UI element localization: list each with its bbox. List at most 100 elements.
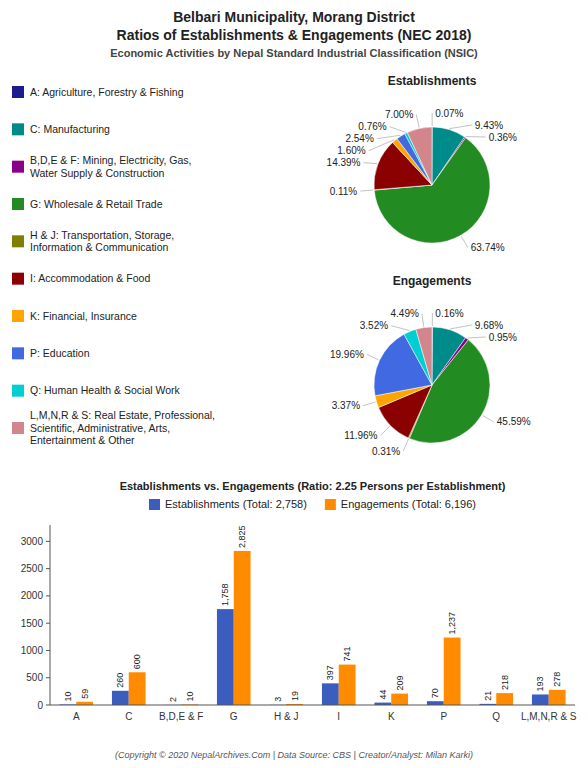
data-label: 9.43% [475,120,503,131]
data-label: 2.54% [345,133,373,144]
x-tick-label: B,D,E & F [159,711,203,722]
data-label: 1,758 [221,584,231,607]
data-label: 7.00% [385,109,413,120]
leader-line [466,136,486,137]
data-label: 1,237 [447,612,457,635]
leader-line [468,337,486,339]
pie-title: Engagements [393,274,472,288]
leader-line [416,115,419,128]
bar [129,672,146,705]
data-label: 14.39% [327,157,361,168]
leader-line [360,190,373,191]
data-label: 0.95% [489,332,517,343]
legend-entry: I: Accommodation & Food [30,272,150,284]
legend-swatch [12,385,24,397]
leader-line [461,236,467,247]
legend-entry-line: K: Financial, Insurance [30,310,137,322]
leader-line [367,354,379,360]
data-labels: 1026021,758339744702119359600102,8251974… [63,525,562,702]
pie-slice [416,327,432,385]
data-label: 59 [80,689,90,699]
bar [496,693,513,705]
bar [532,694,549,705]
data-label: 10 [63,691,73,701]
legend-swatch [12,123,24,135]
data-label: 0.31% [372,446,400,457]
data-label: 10 [185,691,195,701]
y-tick-label: 1500 [21,618,44,629]
y-tick [46,568,50,569]
leader-line [369,140,394,151]
legend-swatch [12,235,24,247]
y-tick-label: 2500 [21,563,44,574]
data-label: 278 [552,672,562,687]
legend-swatch [12,310,24,322]
bars [59,551,565,705]
x-tick-label: K [388,711,395,722]
data-label: 0.07% [435,108,463,119]
legend-entry-line: H & J: Transportation, Storage, [30,229,174,241]
leader-line [381,426,390,435]
legend-swatch [12,273,24,285]
leader-line [432,113,433,126]
bar [112,691,129,705]
data-label: 0.11% [330,186,358,197]
legend-swatch [12,347,24,359]
bar [217,609,234,705]
leader-line [363,402,375,406]
y-tick-label: 1000 [21,645,44,656]
pie: Establishments0.07%9.43%0.36%63.74%7.00%… [327,74,518,253]
bar [234,551,251,705]
legend-entry-line: G: Wholesale & Retail Trade [30,198,163,210]
legend-entry: B,D,E & F: Mining, Electricity, Gas,Wate… [30,154,191,179]
y-tick-label: 0 [37,700,43,711]
legend-entry-line: Information & Communication [30,241,168,253]
data-label: 397 [326,665,336,680]
legend-entry-line: Entertainment & Other [30,434,135,446]
bar-title: Establishments vs. Engagements (Ratio: 2… [120,480,506,492]
bar [444,638,461,705]
data-label: 19 [290,691,300,701]
x-axis [50,705,575,706]
legend-entry: A: Agriculture, Forestry & Fishing [30,86,184,98]
y-tick-label: 3000 [21,536,44,547]
pie-slice [407,127,432,185]
data-label: 0.16% [435,308,463,319]
leader-line [403,439,408,451]
data-label: 3.37% [332,400,360,411]
leader-line [483,415,494,422]
legend-swatch [149,499,160,510]
x-tick-label: H & J [274,711,298,722]
bar [549,690,566,705]
y-tick [46,677,50,678]
legend-entry: Establishments (Total: 2,758) [165,498,307,510]
legend-entry-line: L,M,N,R & S: Real Estate, Professional, [30,409,215,421]
legend-entry: L,M,N,R & S: Real Estate, Professional,S… [30,409,215,446]
y-tick [46,650,50,651]
leader-line [422,314,424,327]
leader-line [391,326,409,331]
legend-swatch [12,86,24,98]
data-label: 3 [273,697,283,702]
data-label: 63.74% [471,242,505,253]
x-tick-label: A [73,711,80,722]
data-label: 2 [168,697,178,702]
legend-swatch [12,198,24,210]
legend-entry-line: Scientific, Administrative, Arts, [30,422,170,434]
y-tick [46,705,50,706]
y-tick [46,541,50,542]
legend-entry-line: P: Education [30,347,90,359]
data-label: 193 [536,676,546,691]
background [0,0,588,768]
data-label: 218 [500,675,510,690]
y-tick [46,595,50,596]
pie: Engagements0.16%9.68%0.95%45.59%4.49%3.5… [330,274,531,457]
legend-entry-line: Q: Human Health & Social Work [30,384,181,396]
y-tick-label: 2000 [21,590,44,601]
legend-entry: G: Wholesale & Retail Trade [30,198,163,210]
x-tick-label: Q [492,711,500,722]
leader-line [364,162,377,164]
legend-entry-line: I: Accommodation & Food [30,272,150,284]
bar-chart: Establishments vs. Engagements (Ratio: 2… [21,480,577,722]
data-label: 70 [431,688,441,698]
